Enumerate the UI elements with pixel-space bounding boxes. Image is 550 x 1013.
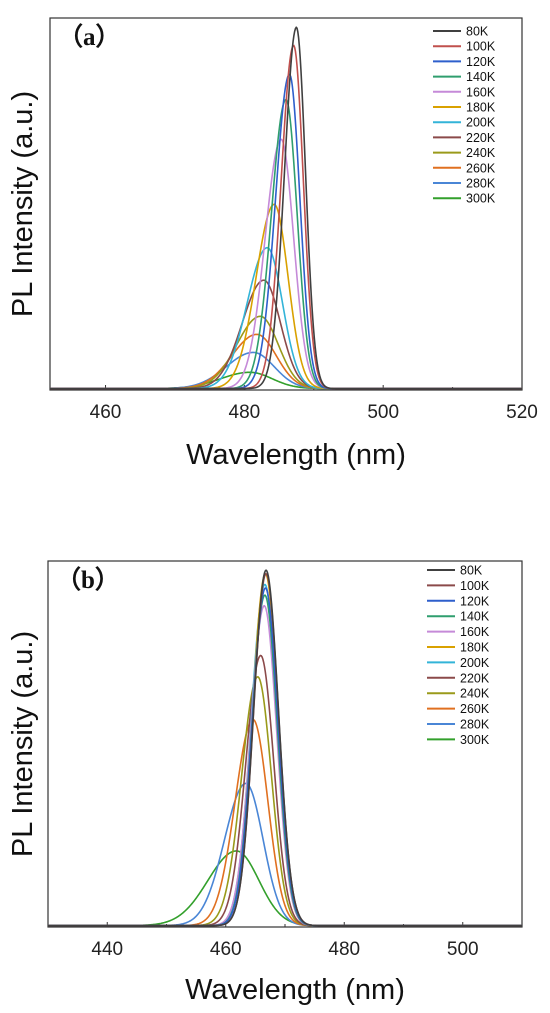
plot-frame [49, 17, 523, 391]
legend-label: 260K [466, 161, 496, 175]
series-line-100K [50, 44, 522, 390]
series-line-200K [50, 246, 522, 390]
x-tick-label: 480 [229, 402, 261, 423]
legend-label: 220K [466, 131, 496, 145]
legend-label: 300K [460, 733, 490, 747]
legend-label: 120K [460, 594, 490, 608]
series-line-220K [48, 654, 522, 927]
x-tick-label: 500 [447, 939, 479, 960]
legend-label: 140K [466, 70, 496, 84]
legend-label: 140K [460, 610, 490, 624]
series-line-80K [48, 569, 522, 927]
series-line-300K [50, 371, 522, 390]
legend-label: 120K [466, 55, 496, 69]
series-line-220K [50, 279, 522, 390]
legend-label: 80K [460, 564, 483, 578]
legend-label: 240K [460, 687, 490, 701]
series-group [50, 26, 522, 390]
panel-label: （a） [58, 22, 121, 51]
legend-label: 180K [460, 641, 490, 655]
x-tick-label: 500 [367, 402, 399, 423]
x-tick-label: 480 [328, 939, 360, 960]
panel-label: （b） [56, 565, 120, 594]
series-group [48, 569, 522, 927]
chart-panel-1: 440 460 480 500 Wavelength (nm) PL Intensity … [7, 560, 523, 1006]
legend-label: 280K [466, 177, 496, 191]
legend-label: 260K [460, 702, 490, 716]
legend-label: 160K [460, 625, 490, 639]
y-axis-title: PL Intensity (a.u.) [7, 91, 39, 317]
series-line-80K [50, 26, 522, 390]
legend-label: 80K [466, 25, 489, 39]
legend-label: 200K [466, 116, 496, 130]
x-tick-label: 520 [506, 402, 538, 423]
x-axis-title: Wavelength (nm) [186, 439, 406, 471]
series-line-240K [48, 676, 522, 927]
legend-label: 100K [466, 40, 496, 54]
chart-panel-0: 460 480 500 520 Wavelength (nm) PL Intensity … [7, 17, 538, 471]
legend-label: 160K [466, 85, 496, 99]
legend-label: 240K [466, 146, 496, 160]
legend-label: 300K [466, 192, 496, 206]
legend-label: 180K [466, 101, 496, 115]
legend-label: 100K [460, 579, 490, 593]
legend-label: 200K [460, 656, 490, 670]
x-tick-label: 440 [91, 939, 123, 960]
x-axis-title: Wavelength (nm) [185, 974, 405, 1006]
y-axis-title: PL Intensity (a.u.) [7, 631, 39, 857]
legend-label: 280K [460, 718, 490, 732]
x-tick-label: 460 [90, 402, 122, 423]
x-tick-label: 460 [210, 939, 242, 960]
legend-label: 220K [460, 671, 490, 685]
